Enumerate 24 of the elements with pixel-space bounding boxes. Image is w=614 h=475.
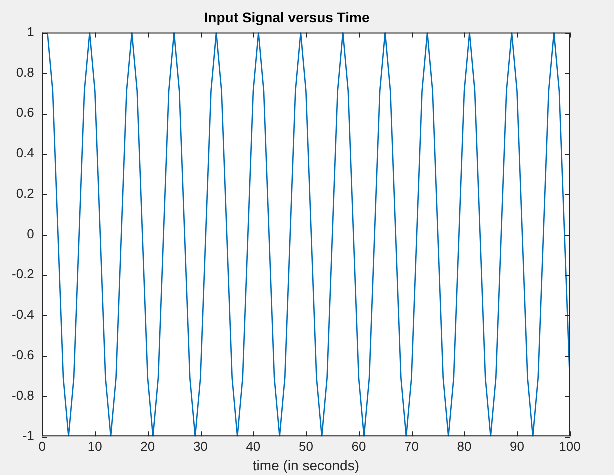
y-tick-label: 0.8 <box>16 64 34 80</box>
y-tick-label: 1 <box>27 24 34 40</box>
x-tick-label: 20 <box>140 438 156 454</box>
x-tick-label: 80 <box>457 438 472 454</box>
y-tick-label: 0.2 <box>16 186 34 201</box>
x-tick-label: 100 <box>559 438 581 454</box>
x-tick-label: 70 <box>404 438 419 454</box>
x-tick-label: 50 <box>298 438 314 454</box>
y-tick-label: 0.4 <box>16 146 34 161</box>
chart-title: Input Signal versus Time <box>204 9 370 26</box>
x-tick-label: 10 <box>88 438 102 454</box>
x-tick-label: 90 <box>510 438 524 454</box>
y-tick-label: 0.6 <box>16 105 34 120</box>
y-tick-label: -1 <box>22 428 34 444</box>
x-axis-title: time (in seconds) <box>252 457 360 474</box>
x-tick-label: 30 <box>193 438 208 454</box>
x-tick-label: 60 <box>352 438 366 454</box>
y-tick-label: -0.2 <box>12 266 34 282</box>
y-tick-label: -0.6 <box>12 347 34 362</box>
y-tick-label: -0.4 <box>12 307 34 322</box>
y-tick-label: -0.8 <box>12 388 34 403</box>
x-tick-label: 40 <box>246 438 261 454</box>
y-tick-label: 0 <box>27 226 34 242</box>
x-tick-label: 0 <box>38 438 46 454</box>
